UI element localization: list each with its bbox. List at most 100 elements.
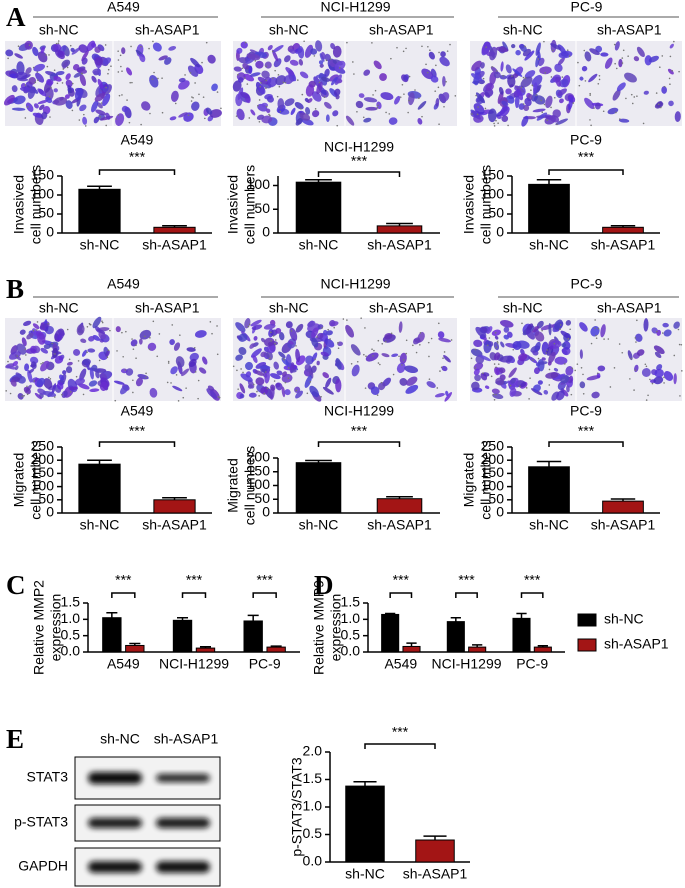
cell [89, 388, 100, 393]
pore [107, 349, 110, 352]
pore [237, 73, 239, 76]
cell [73, 72, 83, 78]
pore [364, 387, 367, 389]
cell [590, 326, 600, 337]
image-group-title: NCI-H1299 [320, 276, 390, 292]
cell [284, 55, 291, 63]
pore [545, 352, 548, 354]
pore [633, 96, 636, 98]
cell [74, 378, 85, 386]
cell [616, 82, 626, 92]
pore [497, 122, 499, 125]
cell [532, 108, 546, 113]
cell [350, 344, 361, 356]
pore [360, 317, 362, 319]
cell [524, 50, 535, 61]
cell [324, 68, 330, 78]
pore [211, 332, 213, 335]
pore [296, 79, 299, 81]
pore [559, 328, 561, 330]
cell [53, 88, 58, 93]
pore [401, 83, 404, 86]
pore [550, 106, 552, 109]
cell [59, 374, 65, 381]
pore [7, 57, 9, 60]
pore [192, 96, 194, 99]
cell [235, 93, 243, 107]
pore [21, 395, 24, 398]
pore [537, 58, 540, 60]
chart-title: A549 [121, 132, 154, 148]
pore [325, 59, 328, 62]
image-column-label: sh-NC [503, 300, 543, 316]
pore [220, 107, 222, 110]
pore [161, 77, 163, 79]
error-bar [106, 612, 118, 618]
pore [197, 397, 199, 400]
pore [339, 67, 341, 69]
cell [15, 71, 28, 80]
y-tick-label: 1.5 [61, 594, 81, 610]
cell [249, 343, 255, 349]
pore [392, 373, 395, 376]
cell [40, 46, 45, 54]
cell [244, 318, 251, 329]
cell [521, 115, 529, 127]
pore [327, 328, 329, 331]
cell [88, 336, 95, 342]
cell [663, 329, 672, 337]
pore [184, 74, 186, 76]
cell [507, 75, 516, 88]
cell [305, 106, 311, 115]
significance-bracket [520, 592, 544, 598]
cell [591, 391, 600, 399]
cell [506, 95, 515, 104]
cell [474, 374, 481, 382]
cell [236, 108, 245, 121]
cell [247, 379, 255, 389]
bar [153, 499, 196, 514]
pore [104, 44, 107, 46]
cell [501, 115, 509, 123]
cell [58, 329, 65, 336]
blot-row-label: GAPDH [18, 858, 68, 874]
cell [97, 102, 103, 109]
significance-label: *** [458, 572, 475, 588]
pore [266, 387, 269, 390]
pore [597, 327, 600, 330]
pore [541, 329, 543, 332]
cell [37, 51, 48, 63]
pore [385, 111, 387, 114]
pore [287, 377, 290, 380]
pore [119, 54, 122, 57]
pore [621, 57, 624, 59]
pore [531, 84, 534, 87]
pore [635, 341, 637, 343]
pore [71, 82, 74, 85]
y-tick-label: 0 [496, 504, 504, 520]
pore [493, 398, 496, 401]
cell [641, 368, 651, 377]
pore [337, 347, 340, 349]
cell [254, 370, 264, 376]
pore [145, 372, 147, 375]
pore [402, 359, 405, 361]
cell [584, 51, 592, 62]
pore [548, 384, 551, 386]
pore [170, 382, 172, 384]
chart-title: NCI-H1299 [324, 403, 394, 419]
y-tick-label: 1.5 [303, 770, 323, 786]
pore [502, 74, 505, 77]
pore [148, 47, 150, 50]
pore [362, 116, 365, 119]
pore [656, 330, 658, 333]
image-column-label: sh-ASAP1 [597, 300, 662, 316]
pore [287, 367, 290, 369]
error-bar [87, 185, 112, 190]
cell [92, 68, 101, 75]
pore [68, 358, 71, 361]
cell [149, 387, 158, 398]
cell [614, 41, 620, 51]
cell [242, 63, 250, 70]
cell [321, 76, 330, 82]
